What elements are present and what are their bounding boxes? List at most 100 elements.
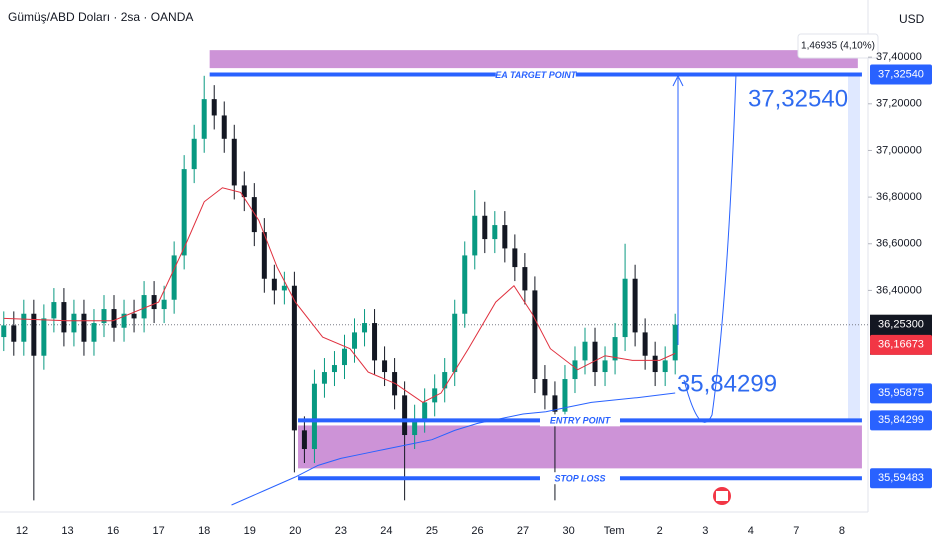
y-tick-label: 37,40000 — [876, 51, 922, 63]
candle-body — [261, 232, 267, 279]
moving-average — [3, 187, 676, 403]
candle-body — [21, 313, 27, 342]
y-tick-label: 36,80000 — [876, 191, 922, 203]
candle-body — [181, 169, 187, 256]
price-tag — [870, 468, 932, 489]
x-tick-label: 20 — [289, 525, 301, 537]
last-price-label: 36,25300 — [878, 319, 924, 331]
candle-body — [211, 99, 217, 116]
candle-body — [161, 299, 167, 310]
candle-body — [362, 323, 368, 333]
y-tick-label: 37,20000 — [876, 98, 922, 110]
price-tag-label: 35,84299 — [878, 414, 924, 426]
y-tick-label: 36,40000 — [876, 284, 922, 296]
level-label-bg — [495, 68, 576, 81]
candle-body — [151, 295, 157, 310]
candle-body — [51, 302, 57, 319]
candle-body — [602, 360, 608, 373]
candle-body — [352, 332, 358, 349]
plot: EA TARGET POINT ENTRY POINT STOP LOSS — [0, 50, 868, 506]
candle-body — [341, 348, 347, 366]
candle-body — [121, 313, 127, 328]
level-label: STOP LOSS — [554, 474, 605, 484]
price-tag — [870, 410, 932, 431]
candle-body — [321, 372, 327, 384]
candle-body — [331, 365, 337, 373]
target-arrow — [672, 74, 684, 345]
candle-body — [652, 355, 658, 373]
candle-body — [422, 402, 428, 419]
price-tag-label: 35,59483 — [878, 472, 924, 484]
candle-body — [632, 278, 638, 333]
candle-body — [311, 383, 317, 450]
event-flag-icon — [716, 491, 728, 501]
candle-body — [452, 313, 458, 373]
candle-body — [642, 332, 648, 356]
level-label: ENTRY POINT — [550, 416, 612, 426]
projection-curve — [683, 73, 737, 423]
x-tick-label: 27 — [517, 525, 529, 537]
x-tick-label: 30 — [562, 525, 574, 537]
candle-body — [231, 138, 237, 186]
candle-body — [111, 309, 117, 328]
candle-body — [141, 295, 147, 319]
y-tick-label: 37,00000 — [876, 144, 922, 156]
x-tick-label: 8 — [839, 525, 845, 537]
candle-body — [612, 337, 618, 361]
candle-body — [41, 318, 47, 356]
level-label-bg — [539, 472, 620, 485]
price-tag — [870, 64, 932, 85]
candle-body — [572, 360, 578, 380]
price-tag — [870, 383, 932, 404]
x-tick-label: 17 — [153, 525, 165, 537]
candle-body — [532, 290, 538, 380]
measure-box — [797, 33, 879, 59]
candle-body — [462, 255, 468, 314]
candle-body — [91, 323, 97, 342]
candle-body — [61, 302, 67, 333]
zone — [209, 50, 858, 69]
candle-body — [221, 115, 227, 139]
candle-body — [291, 285, 297, 431]
candle-body — [622, 278, 628, 338]
candle-body — [442, 372, 448, 389]
candle-body — [492, 225, 498, 240]
candle-body — [301, 430, 307, 450]
candle-body — [271, 278, 277, 291]
zone — [298, 425, 862, 469]
candle-body — [201, 99, 207, 139]
candle-body — [582, 341, 588, 361]
price-tag — [870, 334, 932, 355]
candle-body — [171, 255, 177, 300]
candle-body — [71, 313, 77, 333]
x-tick-label: 12 — [16, 525, 28, 537]
target-annotation: 37,32540 — [748, 85, 848, 112]
x-tick-label: 13 — [61, 525, 73, 537]
x-tick-label: 7 — [793, 525, 799, 537]
x-tick-label: 18 — [198, 525, 210, 537]
candle-body — [552, 395, 558, 412]
candle-body — [101, 309, 107, 324]
candle-body — [241, 185, 247, 198]
candle-body — [81, 313, 87, 342]
x-tick-label: 24 — [380, 525, 392, 537]
candle-body — [131, 313, 137, 319]
candle-body — [412, 418, 418, 436]
x-tick-label: 3 — [702, 525, 708, 537]
candle-body — [472, 215, 478, 256]
candle-body — [1, 325, 7, 338]
x-tick-label: 19 — [244, 525, 256, 537]
x-tick-label: 23 — [335, 525, 347, 537]
y-tick-label: 36,60000 — [876, 238, 922, 250]
level-label-bg — [539, 414, 620, 427]
level-label: EA TARGET POINT — [495, 70, 578, 80]
candle-body — [281, 285, 287, 291]
measure-label: 1,46935 (4,10%) — [801, 41, 875, 52]
candle-body — [672, 324, 678, 361]
candle-body — [251, 197, 257, 233]
x-tick-label: 2 — [657, 525, 663, 537]
candle-body — [372, 323, 378, 361]
candle-body — [512, 248, 518, 268]
candle-body — [382, 360, 388, 373]
